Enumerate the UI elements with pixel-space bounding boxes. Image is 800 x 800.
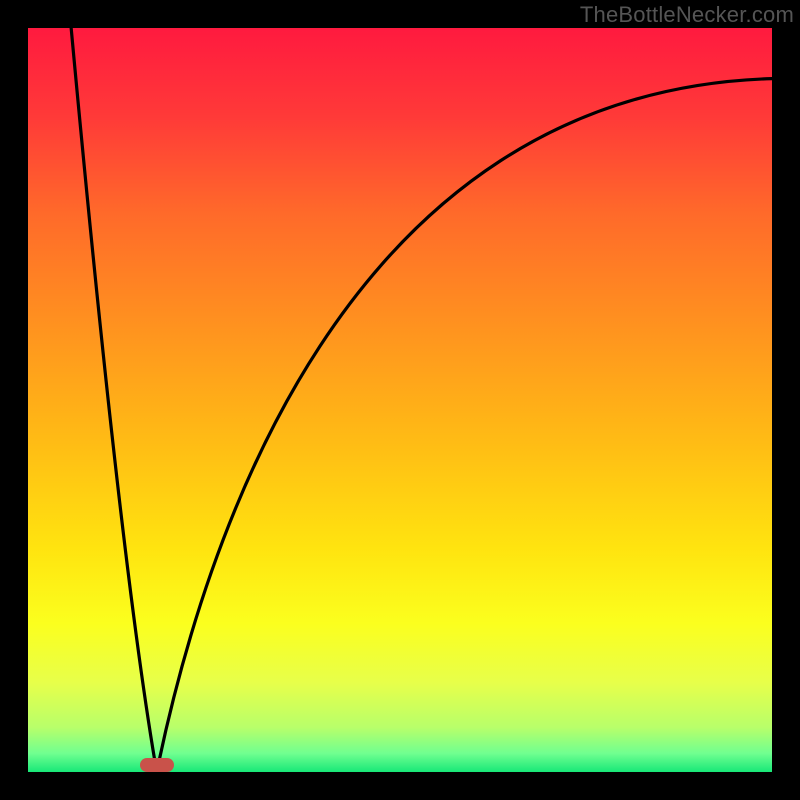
watermark-text: TheBottleNecker.com: [580, 2, 794, 28]
vertex-marker: [140, 758, 174, 772]
bottleneck-curve: [71, 28, 772, 772]
curve-overlay: [28, 28, 772, 772]
chart-frame: TheBottleNecker.com: [0, 0, 800, 800]
plot-area: [28, 28, 772, 772]
